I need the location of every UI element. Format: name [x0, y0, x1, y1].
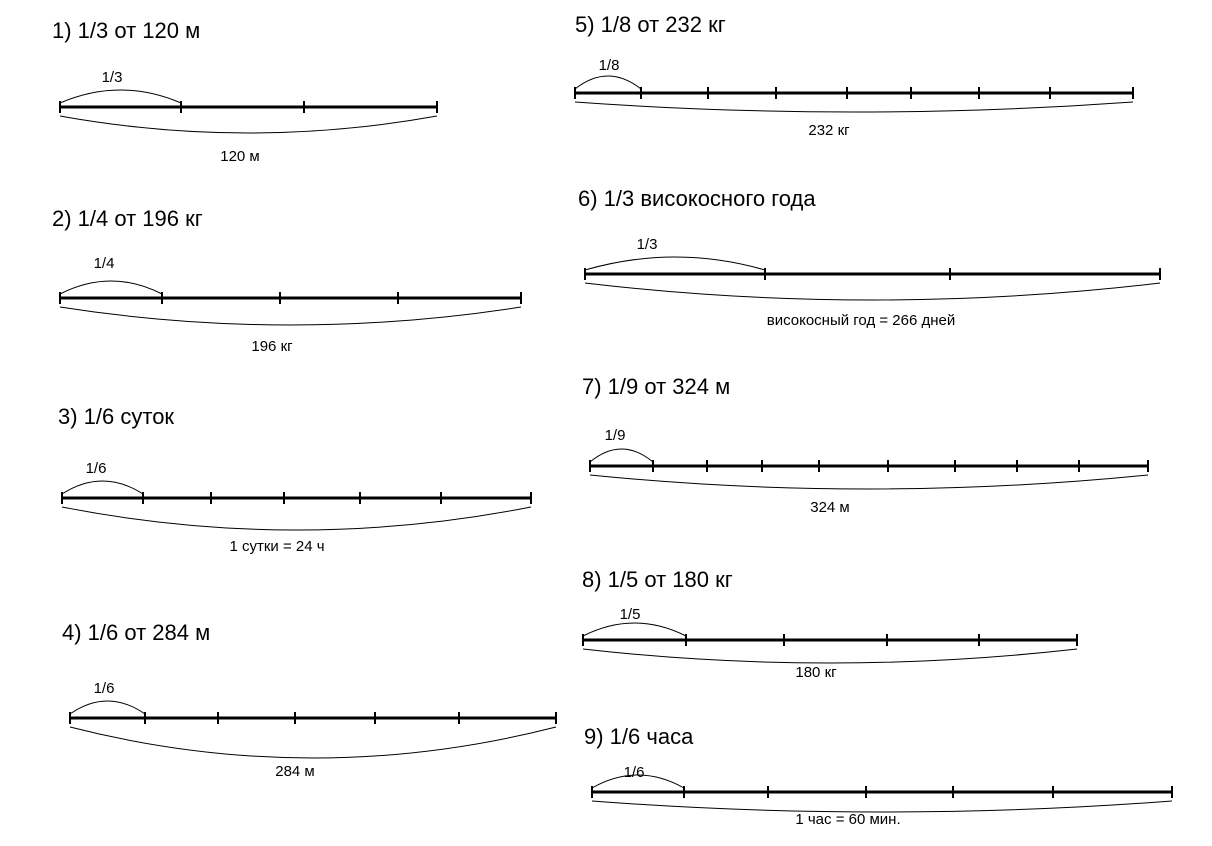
total-brace	[574, 101, 1134, 113]
part-label: 1/3	[637, 236, 658, 253]
total-brace	[584, 282, 1161, 301]
total-brace	[582, 648, 1078, 664]
part-label: 1/6	[624, 764, 645, 781]
problem-title: 5) 1/8 от 232 кг	[575, 12, 726, 37]
total-brace	[59, 306, 522, 326]
total-label: 232 кг	[808, 122, 850, 139]
part-arc	[582, 622, 687, 637]
total-label: 284 м	[275, 763, 315, 780]
part-arc	[574, 75, 642, 90]
total-brace	[591, 800, 1173, 813]
problem-title: 1) 1/3 от 120 м	[52, 18, 200, 43]
total-brace	[69, 726, 557, 759]
part-label: 1/5	[620, 606, 641, 623]
problem-title: 7) 1/9 от 324 м	[582, 374, 730, 399]
total-label: 196 кг	[251, 338, 293, 355]
part-arc	[59, 280, 163, 295]
total-brace	[589, 474, 1149, 490]
part-arc	[61, 480, 144, 495]
part-label: 1/6	[86, 460, 107, 477]
problem-title: 4) 1/6 от 284 м	[62, 620, 210, 645]
part-label: 1/8	[599, 57, 620, 74]
part-arc	[69, 700, 146, 715]
problem-title: 3) 1/6 суток	[58, 404, 174, 429]
problem-title: 6) 1/3 високосного года	[578, 186, 816, 211]
total-label: 1 час = 60 мин.	[795, 811, 900, 828]
total-label: високосный год = 266 дней	[767, 312, 956, 329]
total-brace	[59, 115, 438, 134]
problem-title: 8) 1/5 от 180 кг	[582, 567, 733, 592]
part-arc	[584, 256, 766, 271]
part-label: 1/3	[102, 69, 123, 86]
total-label: 120 м	[220, 148, 260, 165]
total-brace	[61, 506, 532, 531]
part-arc	[591, 774, 685, 789]
total-label: 324 м	[810, 499, 850, 516]
part-arc	[59, 89, 182, 104]
part-arc	[589, 448, 654, 463]
part-label: 1/4	[94, 255, 115, 272]
total-label: 1 сутки = 24 ч	[229, 538, 324, 555]
part-label: 1/6	[94, 680, 115, 697]
problem-title: 2) 1/4 от 196 кг	[52, 206, 203, 231]
problem-title: 9) 1/6 часа	[584, 724, 694, 749]
total-label: 180 кг	[795, 664, 837, 681]
part-label: 1/9	[605, 427, 626, 444]
